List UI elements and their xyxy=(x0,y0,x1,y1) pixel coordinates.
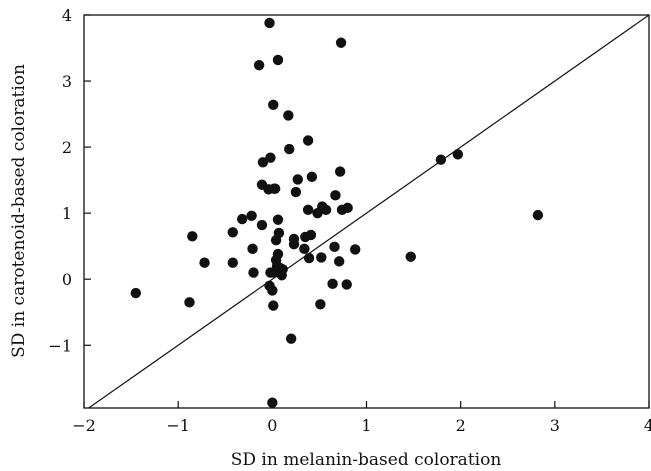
y-axis: −1 0 1 2 3 4 xyxy=(48,6,91,355)
data-point xyxy=(288,238,300,250)
x-tick-label: −2 xyxy=(72,416,96,435)
data-point xyxy=(256,219,268,231)
y-tick-label: 3 xyxy=(62,72,72,91)
data-point xyxy=(268,99,279,111)
x-tick-label: 4 xyxy=(644,416,651,435)
data-point xyxy=(270,235,282,246)
data-point xyxy=(246,210,257,221)
y-tick-label: 0 xyxy=(62,270,72,289)
data-point xyxy=(315,299,326,310)
data-point xyxy=(267,285,278,296)
data-point xyxy=(342,202,353,214)
data-point xyxy=(330,190,341,201)
data-point xyxy=(265,267,276,278)
data-point xyxy=(341,279,352,290)
data-points xyxy=(130,17,544,408)
y-tick-label: 2 xyxy=(62,138,72,157)
y-tick-label: 1 xyxy=(62,204,72,223)
data-point xyxy=(199,257,210,268)
x-tick-label: 1 xyxy=(361,416,371,435)
data-point xyxy=(130,287,141,299)
data-point xyxy=(299,243,310,255)
x-tick-label: −1 xyxy=(166,416,190,435)
data-point xyxy=(276,270,287,281)
data-point xyxy=(263,184,274,195)
data-point xyxy=(272,214,284,225)
data-point xyxy=(257,157,269,168)
data-point xyxy=(247,243,258,255)
data-point xyxy=(305,229,317,241)
data-point xyxy=(302,204,314,216)
data-point xyxy=(335,37,347,48)
data-point xyxy=(320,204,332,216)
data-point xyxy=(334,166,346,177)
data-point xyxy=(316,252,327,263)
data-point xyxy=(267,397,278,408)
data-point xyxy=(283,110,294,121)
data-point xyxy=(248,267,259,278)
data-point xyxy=(327,278,338,290)
data-point xyxy=(532,209,544,221)
data-point xyxy=(452,149,464,160)
data-point xyxy=(227,227,238,238)
data-point xyxy=(306,171,318,183)
data-point xyxy=(268,300,279,311)
data-point xyxy=(253,59,265,71)
data-point xyxy=(302,135,314,146)
data-point xyxy=(435,154,447,165)
x-tick-label: 2 xyxy=(456,416,466,435)
x-tick-label: 3 xyxy=(550,416,560,435)
data-point xyxy=(272,54,284,66)
data-point xyxy=(285,333,297,344)
data-point xyxy=(237,213,248,225)
data-point xyxy=(333,256,345,267)
data-point xyxy=(187,231,198,242)
data-point xyxy=(329,241,340,253)
data-point xyxy=(290,186,302,198)
data-point xyxy=(227,257,238,268)
x-tick-label: 0 xyxy=(267,416,277,435)
x-axis-label: SD in melanin-based coloration xyxy=(231,450,502,470)
y-tick-label: 4 xyxy=(62,6,72,25)
data-point xyxy=(405,251,416,262)
data-point xyxy=(292,174,303,185)
data-point xyxy=(265,152,276,163)
y-axis-label: SD in carotenoid-based coloration xyxy=(9,64,29,358)
x-axis: −2 −1 0 1 2 3 4 xyxy=(72,401,651,435)
reference-line xyxy=(87,15,649,408)
data-point xyxy=(303,252,315,264)
data-point xyxy=(284,143,295,155)
data-point xyxy=(264,17,275,29)
y-tick-label: −1 xyxy=(48,336,72,355)
data-point xyxy=(184,297,195,308)
data-point xyxy=(350,244,361,255)
